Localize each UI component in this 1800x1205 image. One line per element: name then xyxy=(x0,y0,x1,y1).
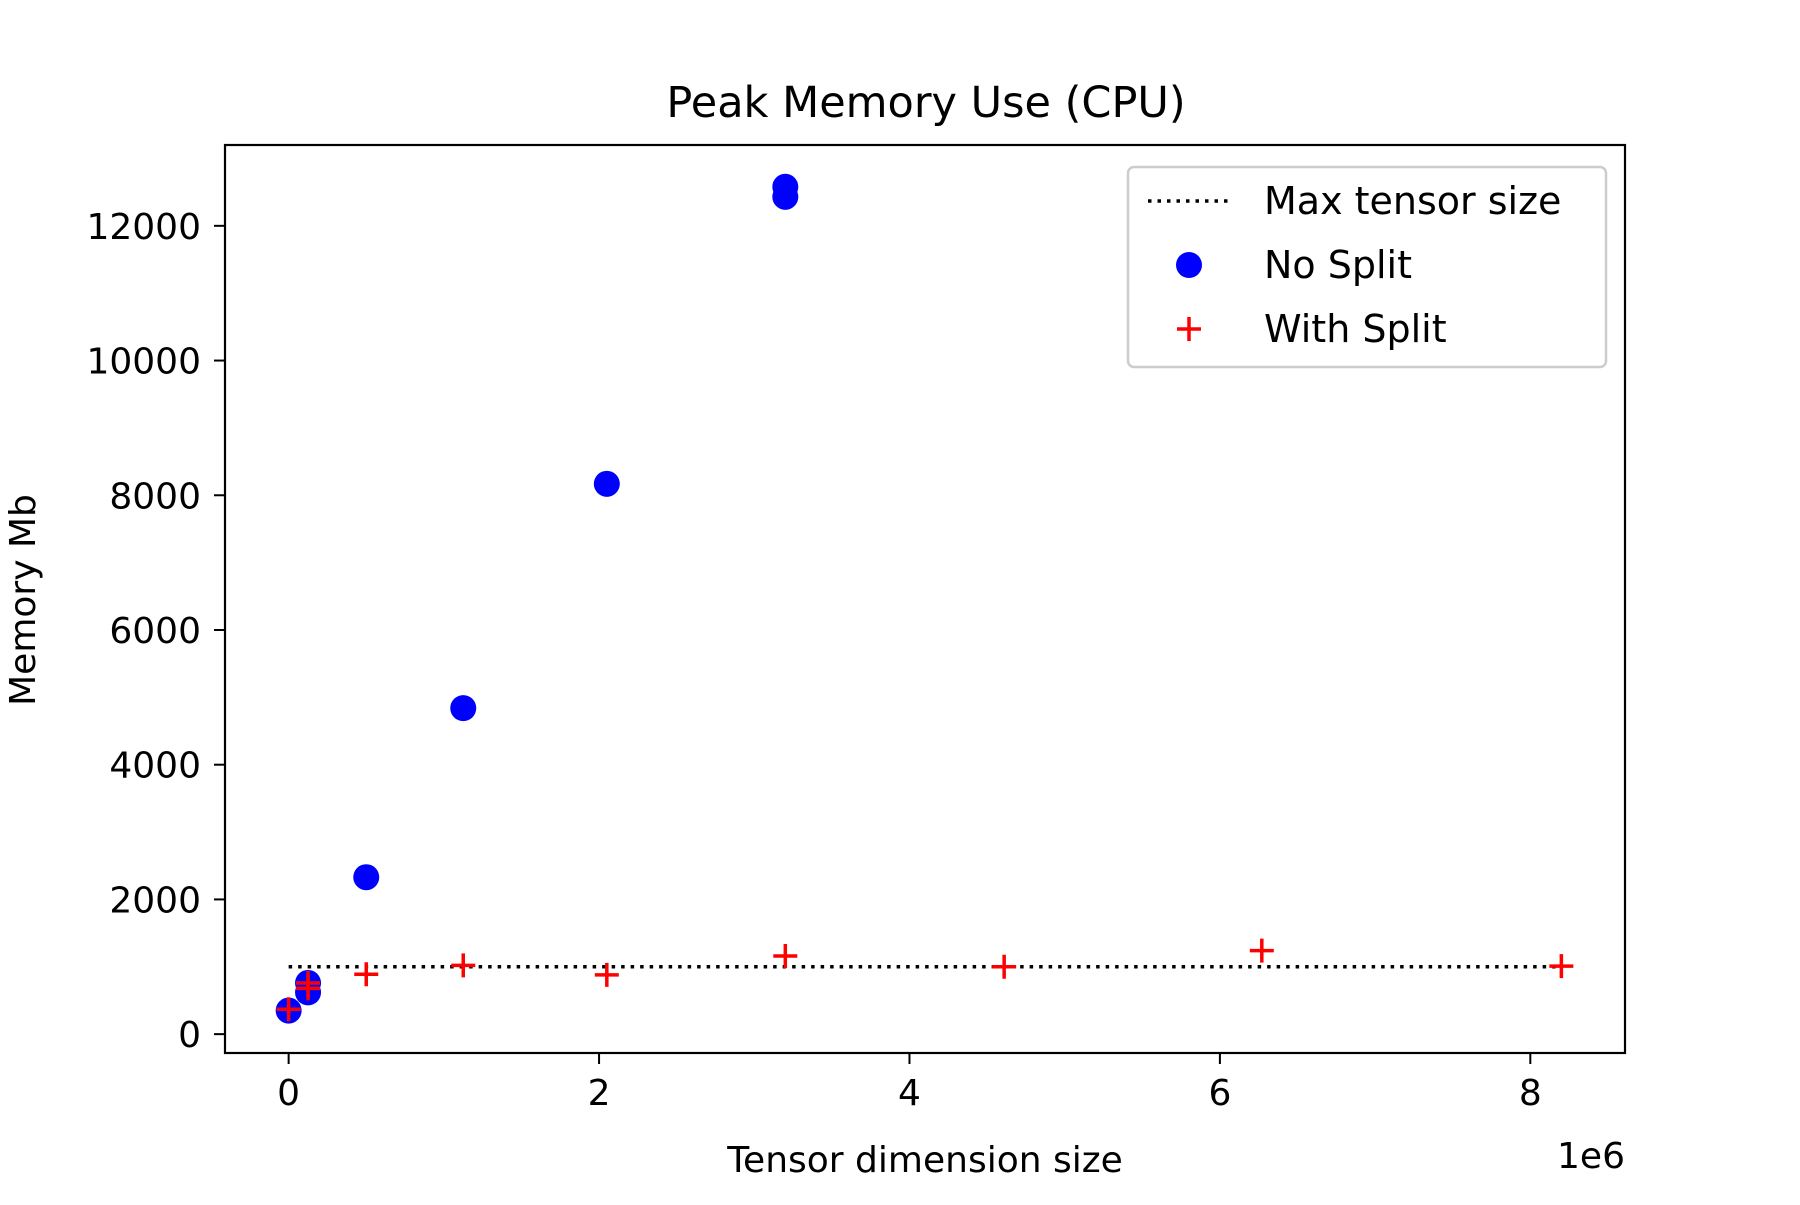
no-split-point xyxy=(353,864,380,891)
legend-plus-marker xyxy=(1177,317,1201,341)
with-split-point xyxy=(276,997,301,1022)
y-tick-label: 6000 xyxy=(109,611,201,652)
y-tick-label: 2000 xyxy=(109,880,201,921)
no-split-point xyxy=(450,695,477,722)
plot-marks xyxy=(275,173,1574,1024)
with-split-point xyxy=(992,954,1017,979)
x-tick-label: 2 xyxy=(588,1073,611,1114)
legend-label: Max tensor size xyxy=(1264,179,1561,223)
y-axis-label: Memory Mb xyxy=(3,494,44,706)
x-tick-label: 0 xyxy=(277,1073,300,1114)
with-split-point xyxy=(1249,938,1274,963)
x-axis-ticks: 0 2 4 6 8 xyxy=(277,1053,1542,1114)
with-split-point xyxy=(451,953,476,978)
legend-label: With Split xyxy=(1264,307,1447,351)
with-split-point xyxy=(1549,954,1574,979)
y-axis-ticks: 0 2000 4000 6000 8000 10000 12000 xyxy=(86,207,225,1056)
with-split-point xyxy=(773,944,798,969)
plot-area-frame xyxy=(223,143,1627,1055)
y-tick-label: 12000 xyxy=(86,207,201,248)
x-axis-offset-label: 1e6 xyxy=(1557,1136,1625,1177)
legend: Max tensor size No Split With Split xyxy=(1126,165,1608,369)
y-tick-label: 10000 xyxy=(86,342,201,383)
y-tick-label: 0 xyxy=(178,1015,201,1056)
legend-frame xyxy=(1126,165,1608,369)
x-tick-label: 8 xyxy=(1519,1073,1542,1114)
x-tick-label: 6 xyxy=(1208,1073,1231,1114)
x-tick-label: 4 xyxy=(898,1073,921,1114)
legend-label: No Split xyxy=(1264,243,1412,287)
with-split-point xyxy=(594,962,619,987)
legend-circle-marker xyxy=(1176,252,1202,278)
chart-title: Peak Memory Use (CPU) xyxy=(666,78,1185,128)
no-split-point xyxy=(593,470,620,497)
with-split-point xyxy=(354,962,379,987)
x-axis-label: Tensor dimension size xyxy=(726,1140,1123,1181)
with-split-point xyxy=(296,970,321,995)
no-split-point xyxy=(772,173,799,200)
y-tick-label: 4000 xyxy=(109,746,201,787)
y-tick-label: 8000 xyxy=(109,476,201,517)
